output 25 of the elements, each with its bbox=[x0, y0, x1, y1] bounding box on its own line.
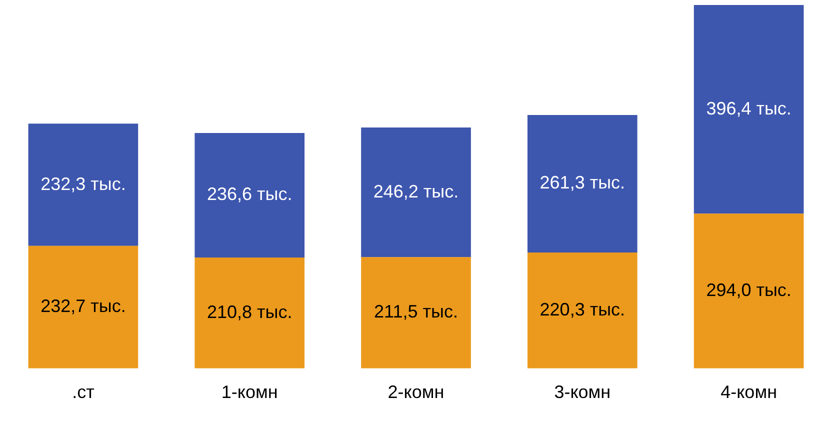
data-label: 220,3 тыс. bbox=[540, 299, 626, 320]
data-label: 232,3 тыс. bbox=[40, 174, 126, 194]
data-label: 294,0 тыс. bbox=[706, 280, 792, 300]
bar bbox=[694, 214, 804, 368]
x-tick-label: 3-комн bbox=[554, 382, 611, 402]
x-tick-label: 1-комн bbox=[221, 382, 278, 402]
data-label: 396,4 тыс. bbox=[706, 98, 792, 118]
data-label: 232,7 тыс. bbox=[40, 296, 126, 316]
data-label: 210,8 тыс. bbox=[206, 302, 292, 322]
bar bbox=[28, 246, 138, 368]
bar bbox=[194, 132, 305, 258]
data-label: 211,5 тыс. bbox=[374, 302, 458, 322]
data-label: 236,6 тыс. bbox=[206, 184, 292, 204]
bar bbox=[361, 257, 471, 368]
x-tick-label: .ст bbox=[72, 382, 94, 402]
bar bbox=[527, 114, 638, 252]
data-label: 261,3 тыс. bbox=[540, 172, 626, 193]
bar bbox=[527, 252, 638, 368]
data-label: 246,2 тыс. bbox=[373, 181, 459, 202]
bar bbox=[194, 257, 305, 368]
bar bbox=[694, 5, 804, 214]
bar bbox=[28, 124, 138, 246]
bar bbox=[361, 128, 471, 258]
x-tick-label: 2-комн bbox=[388, 382, 444, 402]
x-tick-label: 4-комн bbox=[720, 382, 778, 402]
